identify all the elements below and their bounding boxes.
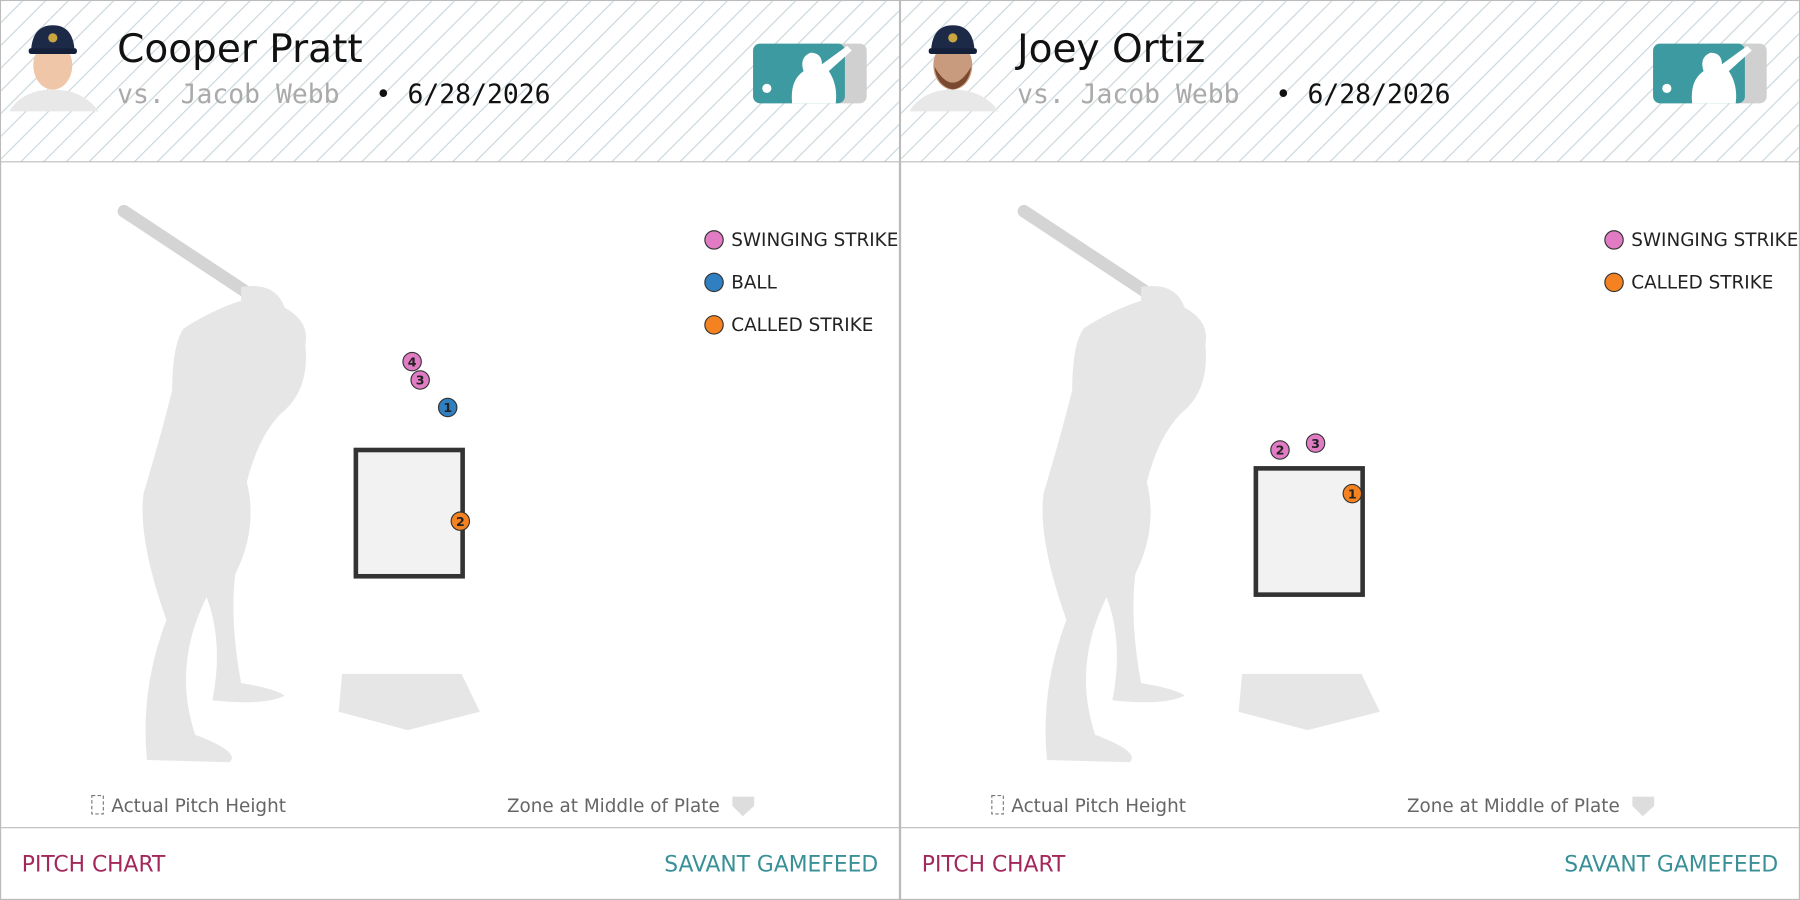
game-date: 6/28/2026 xyxy=(1308,79,1451,110)
logo-ball xyxy=(1662,83,1672,93)
player-name: Cooper Pratt xyxy=(117,27,363,72)
player-panel: Joey Ortiz vs. Jacob Webb • 6/28/2026 SWINGI… xyxy=(900,0,1800,900)
header-background xyxy=(1,1,899,162)
pitch-chart-link[interactable]: PITCH CHART xyxy=(22,853,166,878)
league-logo xyxy=(753,43,867,104)
batter-silhouette xyxy=(1017,204,1207,763)
player-headshot xyxy=(909,25,999,112)
zone-plate-icon xyxy=(732,796,755,817)
batter-silhouette xyxy=(117,204,307,763)
gamefeed-link[interactable]: SAVANT GAMEFEED xyxy=(664,853,878,878)
legend-label: BALL xyxy=(731,273,777,294)
legend-label: SWINGING STRIKE xyxy=(1631,230,1798,251)
batter-body xyxy=(1042,285,1207,763)
pitch-chart-link[interactable]: PITCH CHART xyxy=(922,853,1066,878)
logo-silhouette xyxy=(791,45,852,104)
pitch-number: 1 xyxy=(1348,486,1357,501)
opponent: vs. Jacob Webb xyxy=(117,79,339,110)
legend-swatch xyxy=(704,315,724,335)
pitch-marker xyxy=(1305,433,1326,453)
pitch-marker xyxy=(1342,483,1363,504)
footer-note: Zone at Middle of Plate xyxy=(507,796,720,817)
pitch-number: 3 xyxy=(416,373,425,388)
pitch-number: 4 xyxy=(408,354,417,369)
headshot-beard xyxy=(934,66,972,90)
pitch-number: 1 xyxy=(443,400,452,415)
separator: • xyxy=(375,79,391,110)
headshot-cap-logo xyxy=(48,33,58,43)
headshot-shoulders xyxy=(909,89,999,112)
home-plate xyxy=(1238,673,1380,731)
zone-plate-icon xyxy=(1632,796,1655,817)
gamefeed-link[interactable]: SAVANT GAMEFEED xyxy=(1564,853,1778,878)
footer-note: Zone at Middle of Plate xyxy=(1407,796,1620,817)
pitch-number: 2 xyxy=(1276,443,1285,458)
home-plate xyxy=(338,673,480,731)
legend-label: CALLED STRIKE xyxy=(1631,273,1773,294)
legend-swatch xyxy=(1604,272,1624,293)
pitch-height-icon xyxy=(91,794,104,815)
legend-swatch xyxy=(704,230,724,250)
pitch-marker xyxy=(450,511,471,531)
footer-note: Actual Pitch Height xyxy=(111,796,286,817)
league-logo xyxy=(1653,43,1767,104)
headshot-brim xyxy=(28,48,77,54)
player-panel: Cooper Pratt vs. Jacob Webb • 6/28/2026 SWIN… xyxy=(0,0,901,900)
footer-note: Actual Pitch Height xyxy=(1011,796,1186,817)
header-background xyxy=(901,1,1799,162)
separator: • xyxy=(1275,79,1291,110)
player-headshot xyxy=(9,25,99,112)
player-name: Joey Ortiz xyxy=(1014,27,1205,72)
headshot-cap-logo xyxy=(948,33,958,43)
game-date: 6/28/2026 xyxy=(408,79,551,110)
opponent: vs. Jacob Webb xyxy=(1017,79,1239,110)
headshot-brim xyxy=(928,48,977,54)
pitch-marker xyxy=(402,351,422,372)
headshot-shoulders xyxy=(9,89,99,112)
pitch-marker xyxy=(437,397,458,418)
legend-label: CALLED STRIKE xyxy=(731,315,873,336)
pitch-number: 2 xyxy=(456,514,465,529)
strike-zone xyxy=(353,447,465,579)
batter-body xyxy=(142,285,307,763)
logo-ball xyxy=(762,83,772,93)
pitch-marker xyxy=(410,370,430,390)
logo-silhouette xyxy=(1691,45,1752,104)
pitch-marker xyxy=(1270,440,1290,460)
pitch-number: 3 xyxy=(1311,436,1320,451)
legend-swatch xyxy=(1604,230,1624,250)
pitch-height-icon xyxy=(991,794,1004,815)
legend-swatch xyxy=(704,272,724,293)
legend-label: SWINGING STRIKE xyxy=(731,230,898,251)
